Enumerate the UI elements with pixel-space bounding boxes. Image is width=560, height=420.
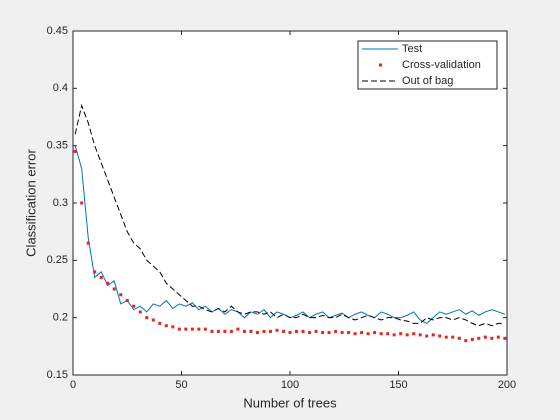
- data-point: [255, 331, 259, 335]
- data-point: [203, 327, 207, 331]
- y-tick-label: 0.25: [47, 254, 68, 266]
- data-point: [464, 339, 468, 343]
- data-point: [503, 336, 507, 340]
- data-point: [477, 336, 481, 340]
- legend-label: Cross-validation: [402, 59, 481, 71]
- axes-box: [72, 30, 508, 376]
- data-point: [353, 332, 357, 336]
- data-point: [334, 329, 338, 333]
- data-point: [444, 335, 448, 339]
- data-point: [392, 333, 396, 337]
- data-point: [210, 329, 214, 333]
- data-point: [451, 335, 455, 339]
- data-point: [386, 332, 390, 336]
- data-point: [80, 201, 84, 205]
- data-point: [405, 333, 409, 337]
- x-axis-label: Number of trees: [243, 395, 337, 410]
- x-tick-label: 200: [498, 379, 516, 391]
- data-point: [106, 281, 110, 285]
- data-point: [314, 329, 318, 333]
- data-point: [360, 331, 364, 335]
- data-point: [177, 327, 181, 331]
- x-tick-label: 50: [175, 379, 187, 391]
- data-point: [242, 329, 246, 333]
- data-point: [483, 335, 487, 339]
- data-point: [425, 334, 429, 338]
- x-tick-label: 150: [389, 379, 407, 391]
- data-point: [321, 331, 325, 335]
- data-point: [301, 329, 305, 333]
- data-point: [229, 329, 233, 333]
- series-line: [74, 103, 505, 327]
- data-point: [438, 334, 442, 338]
- data-point: [249, 329, 253, 333]
- data-point: [399, 332, 403, 336]
- x-tick-label: 100: [281, 379, 299, 391]
- data-point: [125, 298, 129, 302]
- data-point: [223, 329, 227, 333]
- data-point: [457, 336, 461, 340]
- data-point: [112, 287, 116, 291]
- data-point: [164, 324, 168, 328]
- data-point: [366, 332, 370, 336]
- y-tick-label: 0.2: [53, 312, 68, 324]
- data-point: [138, 310, 142, 314]
- data-point: [347, 331, 351, 335]
- y-tick-label: 0.3: [53, 197, 68, 209]
- y-tick-label: 0.45: [47, 25, 68, 37]
- data-point: [262, 329, 266, 333]
- legend-label: Out of bag: [402, 75, 453, 87]
- data-point: [470, 337, 474, 341]
- y-tick-label: 0.4: [53, 82, 68, 94]
- data-point: [119, 293, 123, 297]
- y-tick-label: 0.35: [47, 140, 68, 152]
- data-point: [93, 270, 97, 274]
- y-tick-label: 0.15: [47, 369, 68, 381]
- data-point: [158, 321, 162, 325]
- data-point: [496, 335, 500, 339]
- data-point: [73, 149, 77, 153]
- data-point: [216, 329, 220, 333]
- legend-marker: [379, 63, 382, 67]
- y-axis-label: Classification error: [23, 149, 38, 257]
- data-point: [373, 331, 377, 335]
- data-point: [151, 318, 155, 322]
- data-point: [281, 329, 285, 333]
- data-point: [490, 336, 494, 340]
- data-point: [268, 329, 272, 333]
- data-point: [431, 333, 435, 337]
- data-point: [197, 327, 201, 331]
- data-point: [327, 331, 331, 335]
- data-point: [412, 332, 416, 336]
- data-point: [340, 331, 344, 335]
- data-point: [190, 327, 194, 331]
- legend-label: Test: [402, 43, 422, 55]
- data-point: [379, 332, 383, 336]
- data-point: [184, 327, 188, 331]
- data-point: [132, 304, 136, 308]
- data-point: [295, 329, 299, 333]
- data-point: [145, 316, 149, 320]
- data-point: [308, 331, 312, 335]
- x-tick-label: 0: [70, 379, 76, 391]
- data-point: [236, 327, 240, 331]
- data-point: [418, 333, 422, 337]
- data-point: [171, 325, 175, 329]
- data-point: [275, 328, 279, 332]
- data-point: [288, 331, 292, 335]
- data-point: [99, 276, 103, 280]
- data-point: [86, 241, 90, 245]
